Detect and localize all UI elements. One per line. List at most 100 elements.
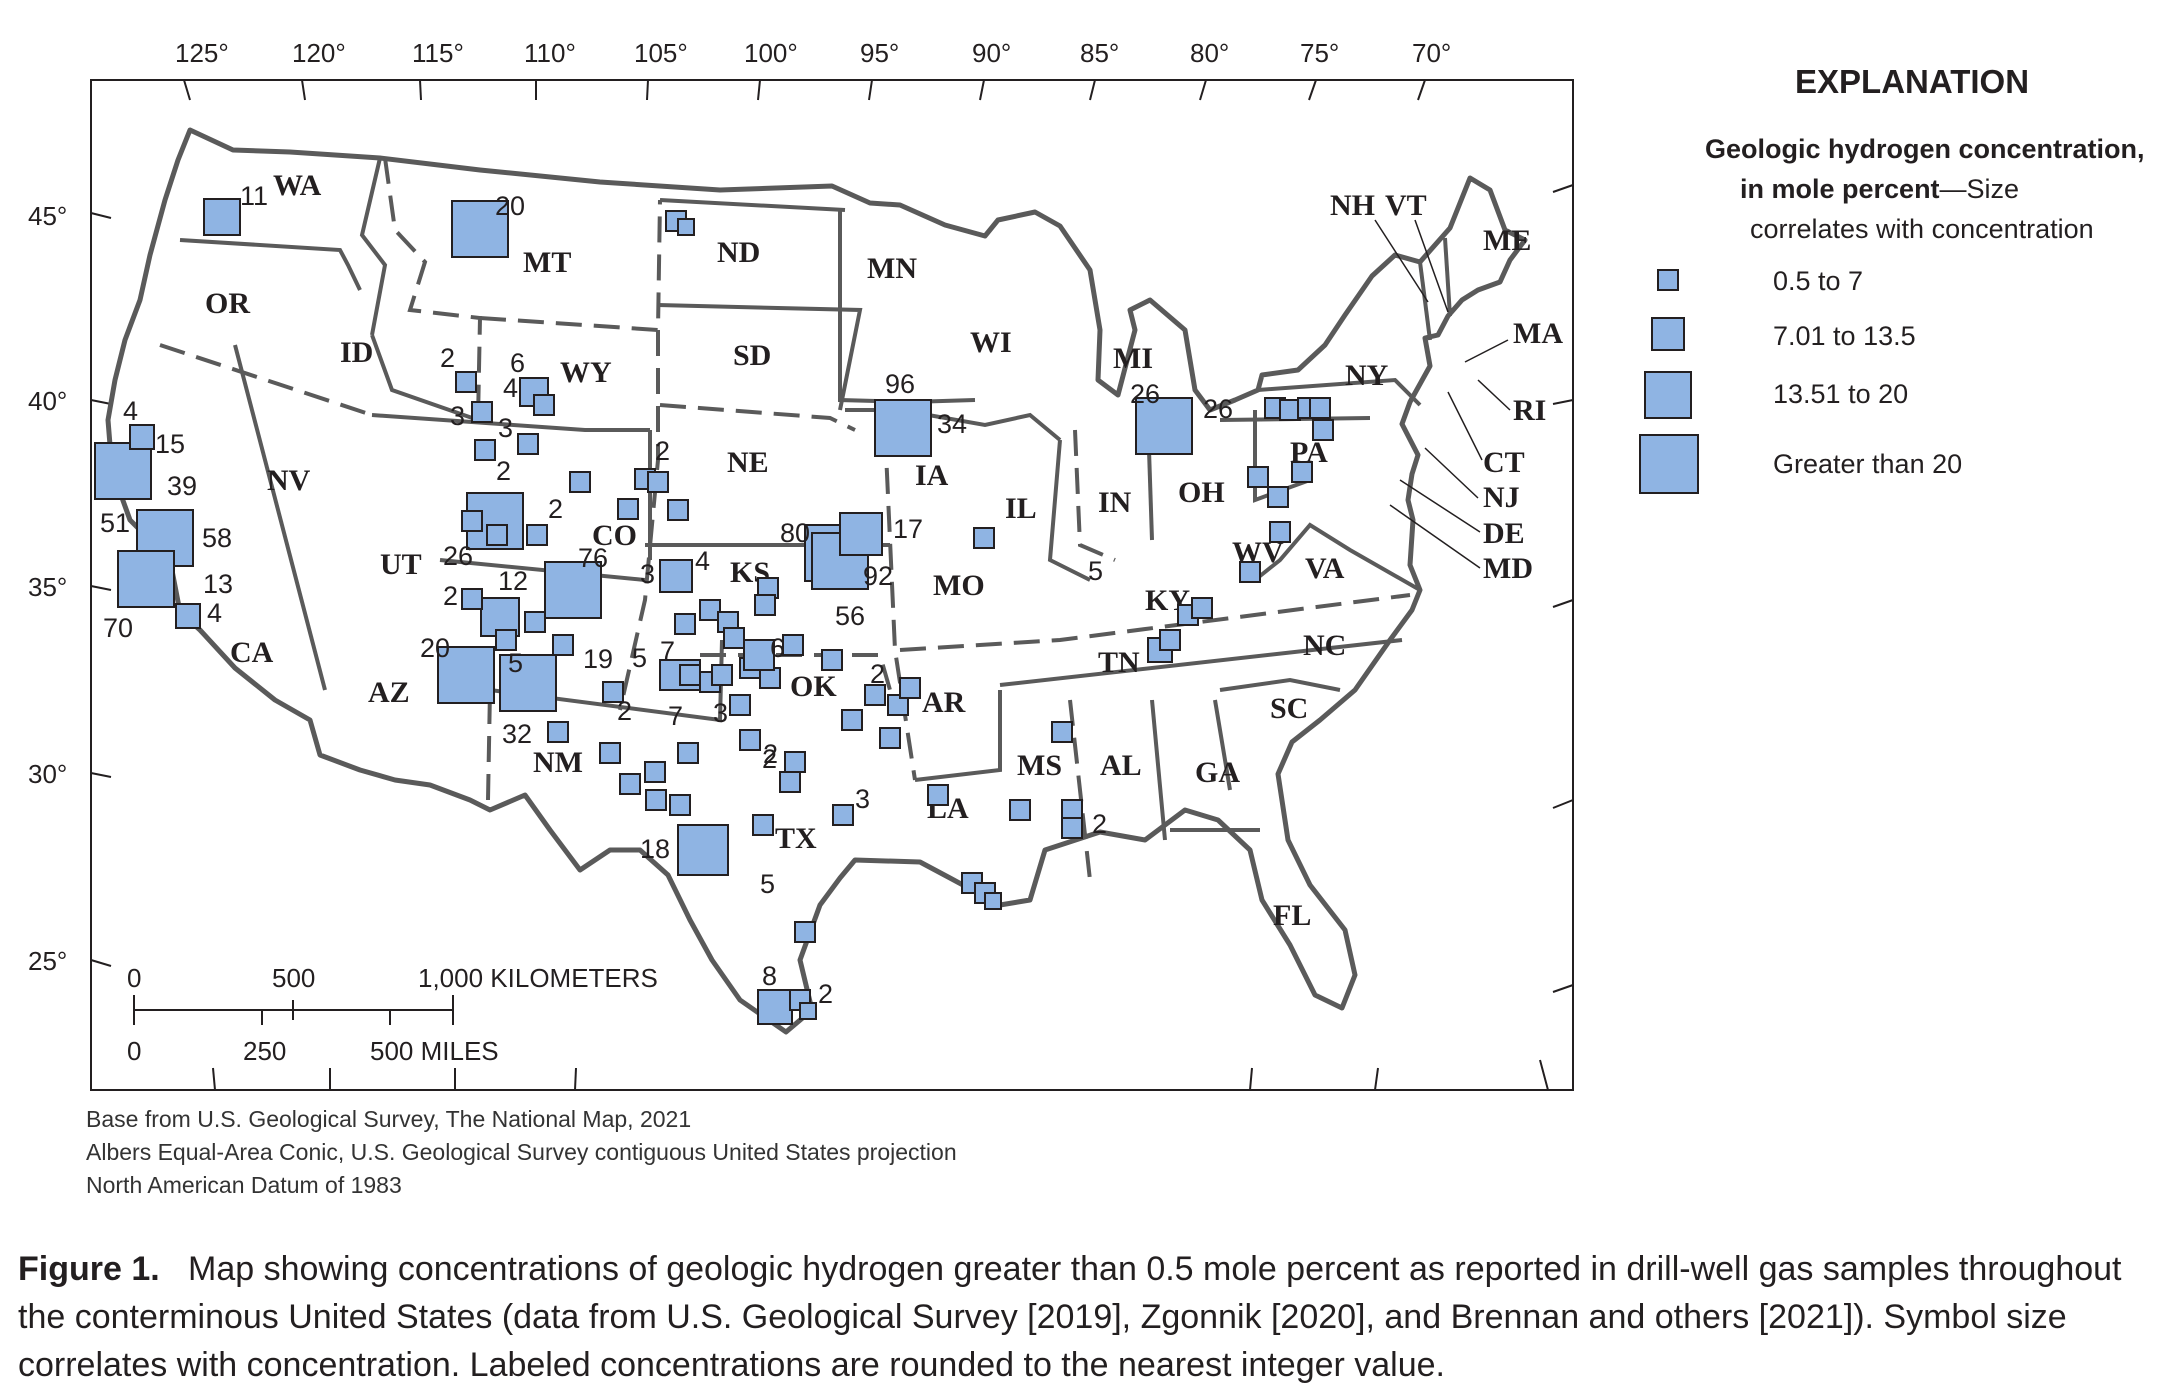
symbol-greater-than-20	[544, 561, 602, 619]
lon-label: 110°	[524, 38, 576, 68]
scale-mi-500: 500 MILES	[370, 1036, 499, 1066]
lon-label: 125°	[175, 38, 229, 68]
conc-label: 2	[440, 343, 455, 373]
conc-label: 5	[760, 869, 775, 899]
conc-label: 2	[818, 979, 833, 1009]
lon-label: 90°	[972, 38, 1011, 68]
state-label: TN	[1098, 646, 1140, 679]
conc-label: 2	[870, 659, 885, 689]
symbol-greater-than-20	[117, 550, 175, 608]
state-label: UT	[380, 548, 422, 581]
conc-label: 3	[450, 401, 465, 431]
conc-label: 4	[503, 373, 518, 403]
conc-label: 6	[770, 633, 785, 663]
conc-label: 12	[498, 566, 528, 596]
state-label: NE	[727, 446, 769, 479]
conc-label: 2	[617, 696, 632, 726]
figure-caption-text: Map showing concentrations of geologic h…	[18, 1250, 2122, 1384]
lon-label: 105°	[634, 38, 688, 68]
conc-label: 8	[762, 961, 777, 991]
symbol-13-51-to-20	[839, 512, 883, 556]
conc-label: 2	[762, 744, 777, 774]
legend: EXPLANATION Geologic hydrogen concentrat…	[1639, 63, 2145, 494]
state-label: IL	[1005, 492, 1037, 525]
state-label: MI	[1113, 342, 1153, 375]
conc-label: 32	[502, 719, 532, 749]
scale-km-500: 500	[272, 963, 315, 993]
symbol-greater-than-20	[451, 200, 509, 258]
state-label: ME	[1483, 224, 1531, 257]
legend-class-1: 0.5 to 7	[1773, 266, 1863, 296]
conc-label: 5	[1088, 556, 1103, 586]
conc-label: 58	[202, 523, 232, 553]
conc-label: 20	[495, 191, 525, 221]
conc-label: 19	[583, 644, 613, 674]
graticule-ticks	[90, 79, 1574, 1091]
state-label: NY	[1345, 359, 1389, 392]
state-label: GA	[1195, 756, 1240, 789]
hydrogen-map: 125° 120° 115° 110° 105° 100° 95° 90° 85…	[28, 38, 2145, 1091]
concentration-symbols	[94, 198, 1334, 1025]
conc-label: 80	[780, 518, 810, 548]
source-notes: Base from U.S. Geological Survey, The Na…	[86, 1103, 957, 1202]
state-label: AZ	[368, 676, 410, 709]
conc-label: 2	[763, 739, 778, 769]
symbol-greater-than-20	[499, 654, 557, 712]
conc-label: 2	[1092, 809, 1107, 839]
state-label: MN	[867, 252, 917, 285]
state-label: WY	[560, 356, 612, 389]
conc-label: 7	[660, 636, 675, 666]
legend-class-4: Greater than 20	[1773, 449, 1962, 479]
legend-class-3: 13.51 to 20	[1773, 379, 1908, 409]
source-note: Base from U.S. Geological Survey, The Na…	[86, 1106, 692, 1132]
conc-label: 2	[548, 494, 563, 524]
conc-label: 4	[123, 396, 138, 426]
lat-label: 45°	[28, 201, 67, 231]
symbol-7-01-to-13-5	[203, 198, 241, 236]
conc-label: 70	[103, 613, 133, 643]
state-label: OH	[1178, 476, 1225, 509]
conc-label: 3	[713, 698, 728, 728]
concentration-labels: 11 20 2 6 4 3 3 2 2 2 4 15 39 51 58 13 4…	[100, 181, 1233, 1009]
conc-label: 5	[508, 648, 523, 678]
scale-bar: 0 500 1,000 KILOMETERS 0 250 500 MILES	[127, 963, 658, 1066]
conc-label: 11	[240, 181, 268, 211]
state-label: IN	[1098, 486, 1132, 519]
symbol-7-01-to-13-5	[659, 559, 693, 593]
state-label: MA	[1513, 317, 1563, 350]
state-label: WI	[970, 326, 1012, 359]
scale-mi-0: 0	[127, 1036, 141, 1066]
conc-label: 96	[885, 369, 915, 399]
conc-label: 51	[100, 508, 130, 538]
state-label: WA	[273, 169, 322, 202]
lat-label: 35°	[28, 572, 67, 602]
state-label: TX	[775, 822, 817, 855]
state-label: RI	[1513, 394, 1546, 427]
lon-label: 120°	[292, 38, 346, 68]
symbol-greater-than-20	[437, 646, 495, 704]
conc-label: 34	[937, 409, 967, 439]
conc-label: 7	[668, 701, 683, 731]
lon-label: 95°	[860, 38, 899, 68]
longitude-labels: 125° 120° 115° 110° 105° 100° 95° 90° 85…	[175, 38, 1451, 68]
conc-label: 92	[863, 561, 893, 591]
legend-symbol-large	[1644, 371, 1692, 419]
state-label: AR	[922, 686, 966, 719]
lat-label: 40°	[28, 386, 67, 416]
state-label: FL	[1273, 899, 1311, 932]
state-label: MO	[933, 569, 985, 602]
conc-label: 4	[207, 598, 222, 628]
scale-mi-250: 250	[243, 1036, 286, 1066]
figure-label: Figure 1.	[18, 1250, 160, 1288]
figure-caption: Figure 1. Map showing concentrations of …	[18, 1245, 2168, 1389]
lon-label: 80°	[1190, 38, 1229, 68]
conc-label: 6	[510, 348, 525, 378]
legend-symbol-xlarge	[1639, 434, 1699, 494]
small-symbols	[129, 210, 1334, 1020]
lat-label: 30°	[28, 759, 67, 789]
state-label: MD	[1483, 552, 1533, 585]
symbol-13-51-to-20	[677, 824, 729, 876]
conc-label: 17	[893, 514, 923, 544]
state-label: SC	[1270, 692, 1308, 725]
state-label: OR	[205, 287, 250, 320]
